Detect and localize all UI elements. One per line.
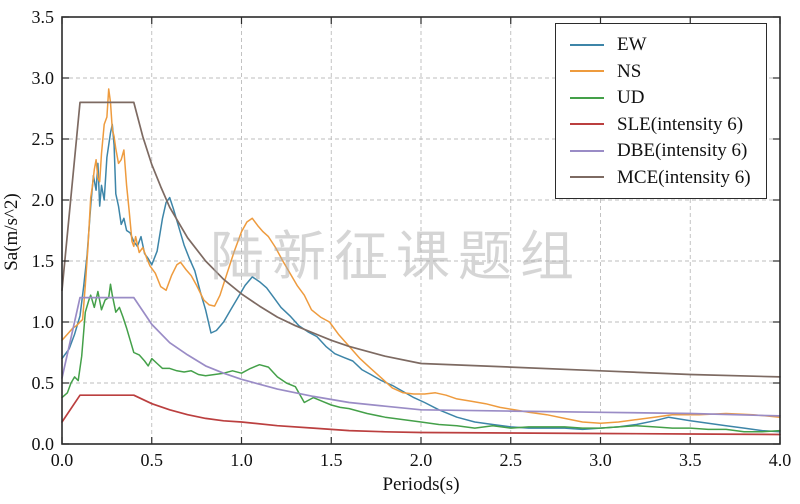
y-tick-label: 2.5 (32, 129, 55, 149)
x-tick-label: 1.5 (320, 450, 343, 470)
x-tick-label: 2.5 (500, 450, 523, 470)
legend-label: SLE(intensity 6) (617, 113, 744, 135)
legend-line-sample (570, 43, 604, 46)
legend-label: EW (617, 34, 647, 55)
series-lines (61, 88, 781, 436)
legend-item-ns: NS (570, 59, 766, 84)
y-tick-label: 1.0 (32, 312, 55, 332)
y-tick-label: 0.0 (32, 434, 55, 454)
legend-line-sample (570, 176, 604, 179)
series-line-ew (61, 123, 781, 433)
x-tick-label: 4.0 (769, 450, 792, 470)
x-tick-label: 0.0 (51, 450, 74, 470)
legend-item-ud: UD (570, 85, 766, 110)
x-axis-label: Periods(s) (382, 474, 459, 495)
legend-line-sample (570, 96, 604, 99)
series-line-sle-intensity-6- (61, 394, 781, 436)
x-tick-label: 3.5 (679, 450, 702, 470)
x-tick-label: 1.0 (230, 450, 253, 470)
legend-label: DBE(intensity 6) (617, 140, 748, 162)
legend-line-sample (570, 123, 604, 126)
legend-item-mce: MCE(intensity 6) (570, 165, 766, 190)
legend-line-sample (570, 149, 604, 152)
x-tick-label: 3.0 (589, 450, 612, 470)
legend-label: NS (617, 60, 642, 82)
legend-label: UD (617, 87, 645, 109)
series-line-ud (61, 283, 781, 433)
legend-item-ew: EW (570, 32, 766, 57)
x-tick-label: 0.5 (141, 450, 164, 470)
y-tick-label: 0.5 (32, 373, 55, 393)
legend: EW NS UD SLE(intensity 6) DBE(intensity … (555, 23, 767, 199)
legend-item-dbe: DBE(intensity 6) (570, 138, 766, 163)
y-tick-label: 3.0 (32, 68, 55, 88)
series-line-mce-intensity-6- (61, 101, 781, 378)
legend-line-sample (570, 70, 604, 73)
series-line-ns (61, 88, 781, 425)
y-tick-label: 2.0 (32, 190, 55, 210)
axis-ticks: 0.0 0.5 1.0 1.5 2.0 2.5 3.0 3.5 4.0 0.0 0.5 1.0 1.5 2… (32, 7, 792, 470)
legend-item-sle: SLE(intensity 6) (570, 112, 766, 137)
x-tick-label: 2.0 (410, 450, 433, 470)
series-line-dbe-intensity-6- (61, 296, 781, 417)
y-axis-label: Sa(m/s^2) (1, 193, 22, 271)
y-tick-label: 3.5 (32, 7, 55, 27)
y-tick-label: 1.5 (32, 251, 55, 271)
legend-label: MCE(intensity 6) (617, 166, 751, 188)
